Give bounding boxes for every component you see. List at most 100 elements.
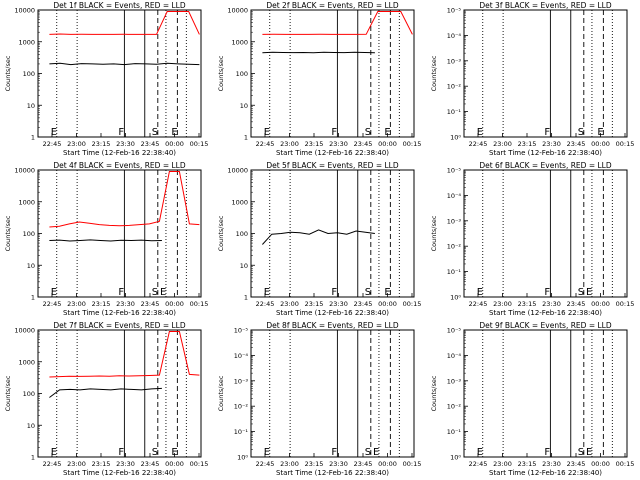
plot-frame [37, 329, 202, 458]
event-marker-label: S [365, 287, 371, 298]
y-tick-label: 10 [240, 102, 248, 110]
panel-title: Det 6f BLACK = Events, RED = LLD [479, 161, 612, 170]
event-marker-label: E [264, 447, 270, 458]
y-tick-label: 1 [31, 454, 35, 462]
y-tick-label: 1 [244, 134, 248, 142]
event-marker-label: F [118, 287, 124, 298]
x-tick-label: 22:45 [469, 300, 488, 308]
x-tick-label: 23:15 [305, 460, 324, 468]
y-tick-label: 10⁻² [447, 403, 462, 411]
data-series-line-1 [262, 229, 375, 245]
plot-frame [37, 169, 202, 298]
x-tick-label: 22:45 [256, 300, 275, 308]
x-tick-label: 00:00 [591, 460, 610, 468]
x-tick-label: 23:00 [67, 140, 86, 148]
y-tick-label: 1000 [18, 198, 35, 206]
detector-panel-4: Det 4f BLACK = Events, RED = LLD 1 10 100 10… [4, 161, 208, 317]
detector-panel-9: Det 9f BLACK = Events, RED = LLD 10⁰ 10⁻¹ 1… [430, 321, 634, 477]
y-axis-label: Counts/sec [4, 55, 12, 91]
event-marker-label: E [51, 447, 57, 458]
detector-panel-3: Det 3f BLACK = Events, RED = LLD 10⁰ 10⁻¹ 1… [430, 1, 634, 157]
event-marker-label: S [578, 127, 584, 138]
x-tick-label: 23:45 [141, 460, 160, 468]
x-tick-label: 22:45 [256, 140, 275, 148]
event-marker-label: F [331, 127, 337, 138]
y-tick-label: 10000 [227, 7, 248, 15]
y-tick-label: 10 [27, 422, 35, 430]
data-series-line-1 [49, 239, 162, 242]
y-tick-label: 1000 [231, 38, 248, 46]
x-tick-label: 23:30 [542, 460, 561, 468]
x-tick-label: 00:00 [591, 300, 610, 308]
x-tick-label: 00:15 [616, 460, 635, 468]
panel-title: Det 5f BLACK = Events, RED = LLD [266, 161, 399, 170]
y-tick-label: 10⁻³ [447, 57, 462, 65]
x-tick-label: 00:15 [190, 140, 209, 148]
x-tick-label: 23:15 [92, 300, 111, 308]
x-tick-label: 23:45 [567, 140, 586, 148]
y-tick-label: 10⁻⁵ [447, 167, 462, 175]
event-marker-label: F [544, 447, 550, 458]
plot-frame [37, 9, 202, 138]
x-tick-label: 22:45 [43, 460, 62, 468]
y-axis-label: Counts/sec [4, 375, 12, 411]
data-series-line-2 [49, 171, 200, 228]
y-tick-label: 1 [31, 294, 35, 302]
panel-title: Det 8f BLACK = Events, RED = LLD [266, 321, 399, 330]
x-tick-label: 00:15 [616, 140, 635, 148]
plot-frame [463, 329, 628, 458]
x-tick-label: 23:15 [305, 300, 324, 308]
data-series-line-1 [49, 387, 162, 398]
y-tick-label: 100 [23, 70, 35, 78]
x-tick-label: 00:15 [616, 300, 635, 308]
panel-title: Det 2f BLACK = Events, RED = LLD [266, 1, 399, 10]
x-tick-label: 23:30 [329, 300, 348, 308]
y-tick-label: 1 [31, 134, 35, 142]
event-marker-label: F [544, 127, 550, 138]
y-tick-label: 10000 [14, 167, 35, 175]
x-tick-label: 23:30 [116, 140, 135, 148]
y-axis-label: Counts/sec [217, 55, 225, 91]
x-tick-label: 23:15 [518, 460, 537, 468]
x-tick-label: 00:00 [165, 300, 184, 308]
plot-frame [463, 9, 628, 138]
plot-frame [250, 329, 415, 458]
x-tick-label: 00:15 [403, 300, 422, 308]
x-tick-label: 23:45 [567, 460, 586, 468]
panel-title: Det 9f BLACK = Events, RED = LLD [479, 321, 612, 330]
y-tick-label: 1 [244, 294, 248, 302]
x-axis-label: Start Time (12-Feb-16 22:38:40) [63, 149, 176, 157]
x-tick-label: 23:00 [280, 140, 299, 148]
data-series-line-2 [49, 11, 200, 35]
event-marker-label: E [597, 127, 603, 138]
event-marker-label: E [477, 127, 483, 138]
y-tick-label: 10⁻¹ [447, 428, 462, 436]
data-series-line-2 [262, 11, 413, 35]
y-tick-label: 1000 [231, 198, 248, 206]
x-tick-label: 23:15 [305, 140, 324, 148]
x-tick-label: 23:00 [67, 300, 86, 308]
y-tick-label: 10⁻² [447, 243, 462, 251]
x-tick-label: 23:30 [542, 300, 561, 308]
y-tick-label: 10⁻¹ [447, 108, 462, 116]
x-tick-label: 23:15 [518, 140, 537, 148]
y-axis-label: Counts/sec [4, 215, 12, 251]
event-marker-label: S [152, 287, 158, 298]
y-tick-label: 10⁻¹ [234, 428, 249, 436]
x-tick-label: 23:45 [567, 300, 586, 308]
x-tick-label: 23:30 [116, 460, 135, 468]
x-tick-label: 23:30 [542, 140, 561, 148]
x-axis-label: Start Time (12-Feb-16 22:38:40) [63, 309, 176, 317]
x-tick-label: 23:00 [493, 460, 512, 468]
x-tick-label: 00:00 [591, 140, 610, 148]
x-axis-label: Start Time (12-Feb-16 22:38:40) [276, 149, 389, 157]
y-tick-label: 10⁻⁴ [234, 352, 249, 360]
y-axis-label: Counts/sec [217, 215, 225, 251]
event-marker-label: F [118, 447, 124, 458]
data-series-line-2 [49, 331, 200, 378]
x-tick-label: 23:15 [518, 300, 537, 308]
y-tick-label: 10⁻¹ [447, 268, 462, 276]
panel-title: Det 7f BLACK = Events, RED = LLD [53, 321, 186, 330]
event-marker-label: E [264, 127, 270, 138]
panel-title: Det 1f BLACK = Events, RED = LLD [53, 1, 186, 10]
